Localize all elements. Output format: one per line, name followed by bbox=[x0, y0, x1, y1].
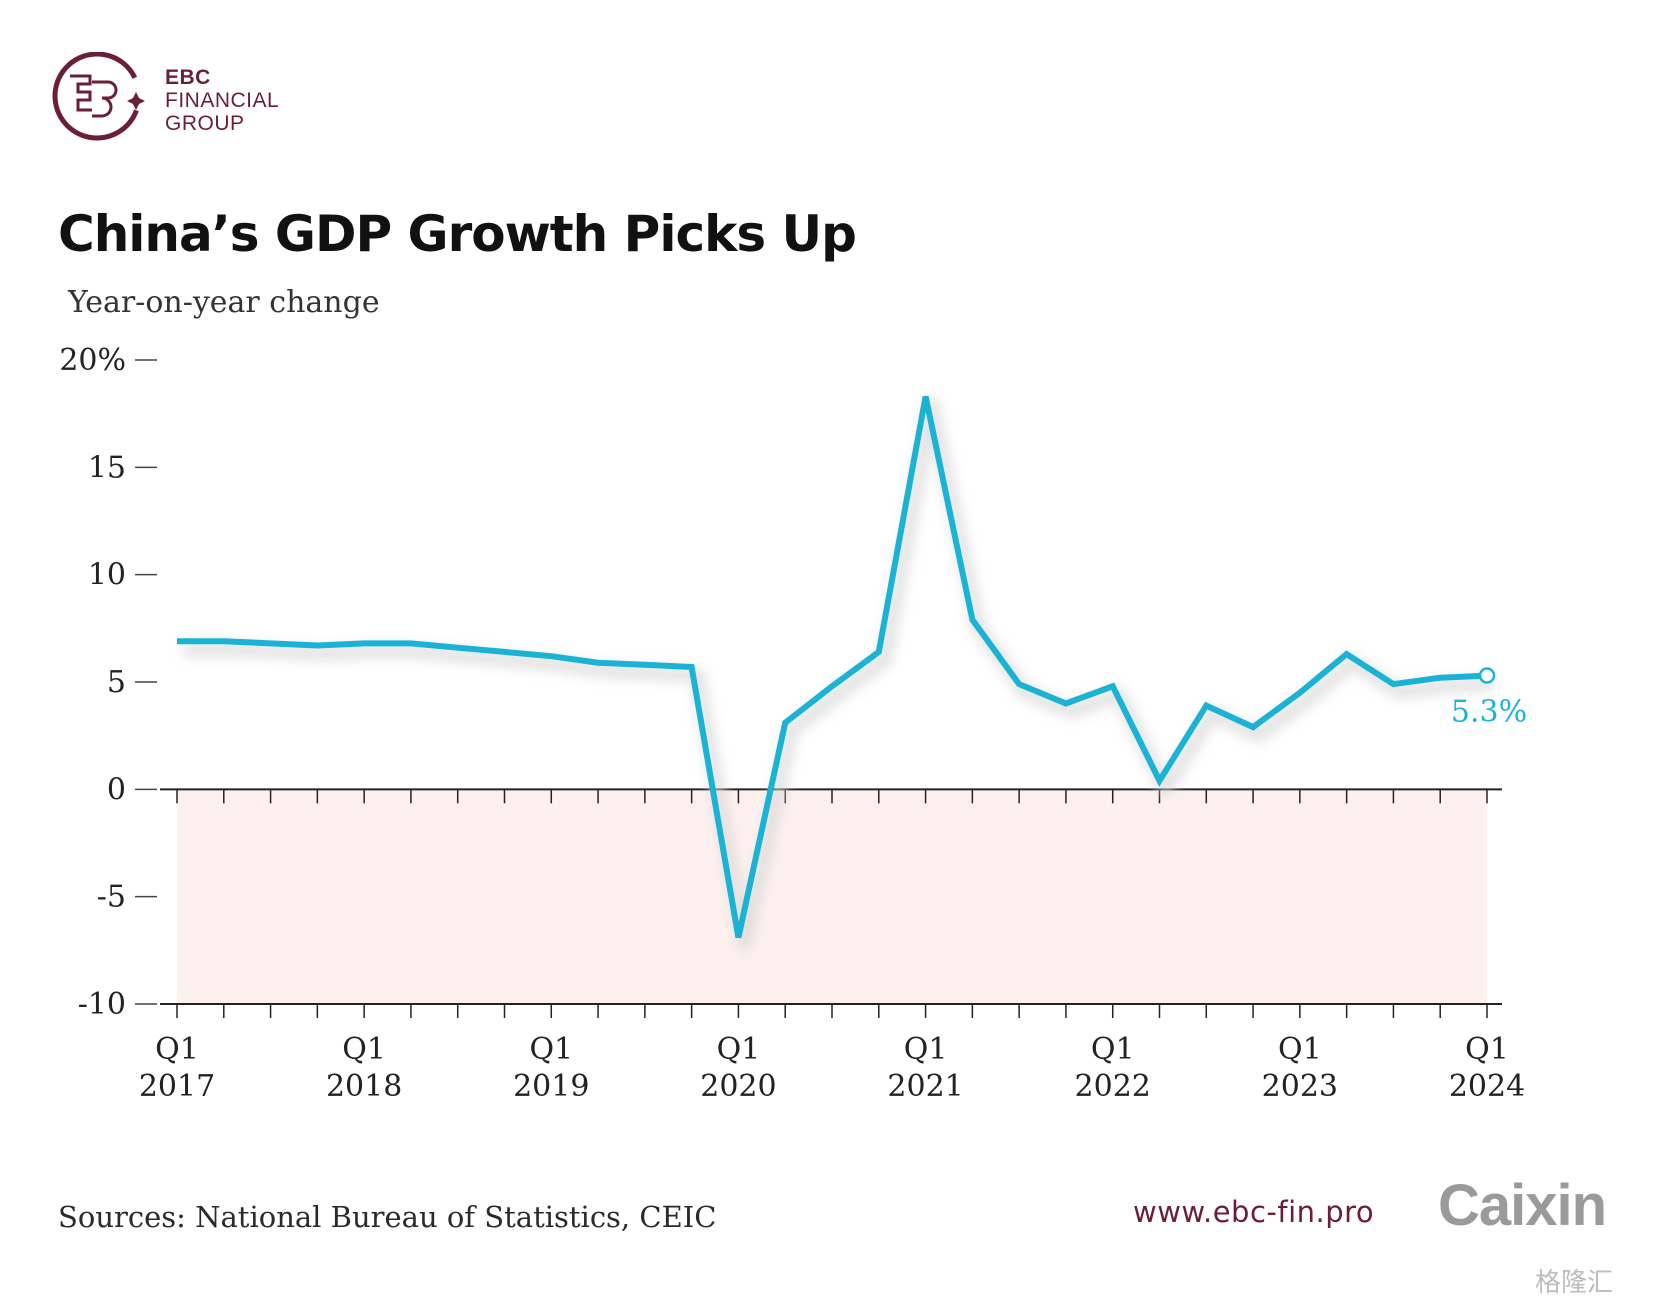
end-point-marker bbox=[1478, 667, 1496, 684]
publisher-logo: Caixin bbox=[1438, 1173, 1607, 1238]
brand-line-3: GROUP bbox=[165, 112, 245, 135]
y-tick-label: 20% bbox=[59, 343, 126, 378]
watermark: 格隆汇 bbox=[1535, 1268, 1614, 1298]
x-tick-label-year: 2020 bbox=[700, 1069, 776, 1104]
x-tick-label-year: 2018 bbox=[326, 1069, 402, 1104]
website-link[interactable]: www.ebc-fin.pro bbox=[1133, 1195, 1375, 1229]
y-tick-label: -10 bbox=[78, 987, 126, 1022]
negative-region-shading bbox=[177, 789, 1487, 1004]
brand-logo: EBC FINANCIAL GROUP bbox=[52, 51, 352, 152]
chart-subtitle: Year-on-year change bbox=[68, 285, 380, 320]
x-tick-label-quarter: Q1 bbox=[1091, 1032, 1135, 1067]
x-tick-label-year: 2019 bbox=[513, 1069, 589, 1104]
x-tick-label-year: 2017 bbox=[139, 1069, 215, 1104]
y-axis: 20% 15 10 5 0 -5 -10 bbox=[59, 343, 157, 1022]
end-value-label: 5.3% bbox=[1451, 695, 1527, 730]
x-tick-label-year: 2021 bbox=[887, 1069, 963, 1104]
y-tick-label: -5 bbox=[97, 880, 126, 915]
y-tick-label: 10 bbox=[88, 558, 126, 593]
source-note: Sources: National Bureau of Statistics, … bbox=[58, 1200, 717, 1234]
series-line-shadow bbox=[183, 397, 1494, 953]
x-tick-label-quarter: Q1 bbox=[529, 1032, 573, 1067]
x-tick-label-year: 2022 bbox=[1075, 1069, 1151, 1104]
x-tick-label-year: 2024 bbox=[1449, 1069, 1525, 1104]
brand-line-2: FINANCIAL bbox=[165, 89, 280, 112]
x-tick-label-year: 2023 bbox=[1262, 1069, 1338, 1104]
x-tick-label-quarter: Q1 bbox=[1278, 1032, 1322, 1067]
brand-name: EBC FINANCIAL GROUP bbox=[165, 66, 279, 135]
x-tick-label-quarter: Q1 bbox=[904, 1032, 948, 1067]
y-tick-label: 5 bbox=[107, 665, 126, 700]
chart-title: China’s GDP Growth Picks Up bbox=[58, 205, 857, 263]
brand-line-1: EBC bbox=[165, 66, 211, 89]
x-tick-label-quarter: Q1 bbox=[155, 1032, 199, 1067]
y-tick-label: 15 bbox=[88, 450, 126, 485]
series-line bbox=[177, 395, 1488, 939]
x-tick-label-quarter: Q1 bbox=[342, 1032, 386, 1067]
x-axis: Q12017Q12018Q12019Q12020Q12021Q12022Q120… bbox=[139, 788, 1525, 1104]
y-tick-label: 0 bbox=[107, 772, 126, 807]
ebc-emblem-icon bbox=[52, 51, 145, 141]
x-tick-label-quarter: Q1 bbox=[717, 1032, 761, 1067]
x-tick-label-quarter: Q1 bbox=[1465, 1032, 1509, 1067]
